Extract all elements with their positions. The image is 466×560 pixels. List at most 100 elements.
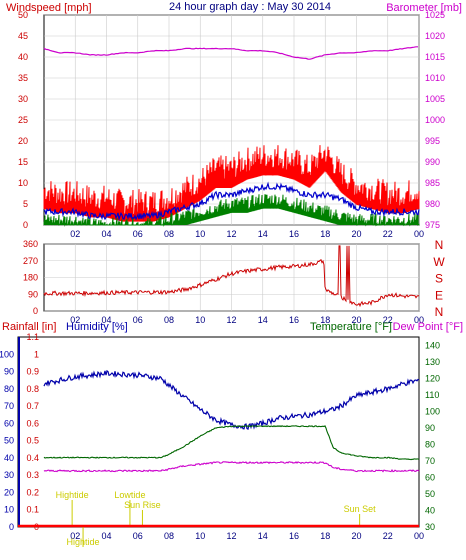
direction-y-tick: 0 bbox=[33, 306, 38, 316]
rain-y-tick: 0.6 bbox=[26, 418, 39, 428]
direction-x-tick-06: 06 bbox=[133, 315, 143, 325]
baro-y-tick: 1025 bbox=[425, 10, 445, 20]
wind-y-tick: 20 bbox=[18, 136, 28, 146]
direction-y-tick: 180 bbox=[23, 273, 38, 283]
direction-x-tick-16: 16 bbox=[289, 315, 299, 325]
temp-y-tick: 70 bbox=[425, 456, 435, 466]
humidity-x-tick-08: 08 bbox=[164, 531, 174, 541]
rain-y-tick: 0.8 bbox=[26, 384, 39, 394]
wind-x-tick-10: 10 bbox=[195, 229, 205, 239]
temp-y-tick: 90 bbox=[425, 423, 435, 433]
temp-y-tick: 40 bbox=[425, 505, 435, 515]
wind-x-tick-00: 00 bbox=[414, 229, 424, 239]
wind-x-tick-06: 06 bbox=[133, 229, 143, 239]
rain-y-tick: 0.3 bbox=[26, 470, 39, 480]
humidity-x-tick-22: 22 bbox=[383, 531, 393, 541]
rain-axis-label: Rainfall [in] bbox=[2, 321, 56, 333]
rain-y-tick: 1.1 bbox=[26, 332, 39, 342]
wind-y-tick: 50 bbox=[18, 10, 28, 20]
wind-x-tick-16: 16 bbox=[289, 229, 299, 239]
baro-y-tick: 1015 bbox=[425, 52, 445, 62]
direction-compass-W: W bbox=[433, 255, 445, 269]
humidity-x-tick-04: 04 bbox=[101, 531, 111, 541]
rain-y-tick: 0.9 bbox=[26, 367, 39, 377]
humidity-y-tick: 60 bbox=[4, 418, 14, 428]
direction-compass-N: N bbox=[435, 238, 444, 252]
wind-y-tick: 45 bbox=[18, 31, 28, 41]
humidity-x-tick-00: 00 bbox=[414, 531, 424, 541]
barometer-line bbox=[43, 46, 418, 60]
humidity-x-tick-16: 16 bbox=[289, 531, 299, 541]
humidity-x-tick-12: 12 bbox=[226, 531, 236, 541]
direction-x-tick-14: 14 bbox=[258, 315, 268, 325]
temp-y-tick: 50 bbox=[425, 489, 435, 499]
dewpoint-axis-label: Dew Point [°F] bbox=[393, 321, 463, 333]
rain-y-tick: 0.1 bbox=[26, 505, 39, 515]
humidity-temp-panel: 0 10 20 30 40 50 60 70 80 90 10 00 0.1 0.2 0.3 0.4 0.5 0.… bbox=[0, 332, 440, 547]
wind-x-tick-12: 12 bbox=[226, 229, 236, 239]
astro-label-2: Hightide bbox=[56, 490, 89, 500]
direction-x-tick-00: 00 bbox=[414, 315, 424, 325]
wind-y-tick: 25 bbox=[18, 115, 28, 125]
direction-x-tick-20: 20 bbox=[351, 315, 361, 325]
wind-axis-label: Windspeed [mph] bbox=[6, 2, 92, 14]
wind-y-tick: 35 bbox=[18, 73, 28, 83]
temp-y-tick: 60 bbox=[425, 472, 435, 482]
temp-y-tick: 30 bbox=[425, 522, 435, 532]
wind-y-tick: 0 bbox=[23, 220, 28, 230]
humidity-y-tick: 90 bbox=[4, 367, 14, 377]
baro-y-tick: 1000 bbox=[425, 115, 445, 125]
direction-x-tick-08: 08 bbox=[164, 315, 174, 325]
baro-y-tick: 1010 bbox=[425, 73, 445, 83]
temperature-axis-label: Temperature [°F] bbox=[310, 321, 392, 333]
humidity-y-tick: 0 bbox=[9, 522, 14, 532]
baro-y-tick: 995 bbox=[425, 136, 440, 146]
temp-y-tick: 110 bbox=[425, 390, 439, 400]
direction-x-tick-22: 22 bbox=[383, 315, 393, 325]
wind-x-tick-04: 04 bbox=[101, 229, 111, 239]
baro-y-tick: 1005 bbox=[425, 94, 445, 104]
direction-x-tick-12: 12 bbox=[226, 315, 236, 325]
direction-y-tick: 90 bbox=[28, 289, 38, 299]
wind-y-tick: 15 bbox=[18, 157, 28, 167]
humidity-y-tick: 30 bbox=[4, 470, 14, 480]
humidity-x-tick-14: 14 bbox=[258, 531, 268, 541]
astro-label-0: Sun Rise bbox=[124, 500, 161, 510]
wind-series-2 bbox=[43, 194, 420, 227]
humidity-x-tick-20: 20 bbox=[351, 531, 361, 541]
direction-x-tick-04: 04 bbox=[101, 315, 111, 325]
baro-axis-label: Barometer [mb] bbox=[386, 2, 462, 14]
humidity-x-tick-18: 18 bbox=[320, 531, 330, 541]
temperature-line bbox=[43, 425, 420, 461]
wind-direction-line bbox=[43, 245, 420, 308]
chart-title: 24 hour graph day : May 30 2014 bbox=[169, 1, 331, 13]
wind-x-tick-22: 22 bbox=[383, 229, 393, 239]
humidity-y-tick: 100 bbox=[0, 349, 14, 359]
wind-x-tick-20: 20 bbox=[351, 229, 361, 239]
wind-y-tick: 40 bbox=[18, 52, 28, 62]
humidity-y-tick: 10 bbox=[4, 505, 14, 515]
direction-x-tick-02: 02 bbox=[70, 315, 80, 325]
wind-x-tick-18: 18 bbox=[320, 229, 330, 239]
wind-y-tick: 5 bbox=[23, 199, 28, 209]
wind-y-tick: 30 bbox=[18, 94, 28, 104]
rain-y-tick: 0.4 bbox=[26, 453, 39, 463]
temp-y-tick: 100 bbox=[425, 406, 440, 416]
humidity-y-tick: 40 bbox=[4, 453, 14, 463]
wind-x-tick-14: 14 bbox=[258, 229, 268, 239]
wind-x-tick-08: 08 bbox=[164, 229, 174, 239]
direction-y-tick: 360 bbox=[23, 239, 38, 249]
humidity-line bbox=[43, 369, 420, 430]
astro-label-3: Lowtide bbox=[114, 490, 145, 500]
temp-y-tick: 140 bbox=[425, 340, 440, 350]
humidity-x-tick-10: 10 bbox=[195, 531, 205, 541]
temp-y-tick: 120 bbox=[425, 373, 440, 383]
baro-y-tick: 1020 bbox=[425, 31, 445, 41]
temp-y-tick: 80 bbox=[425, 439, 435, 449]
humidity-y-tick: 70 bbox=[4, 401, 14, 411]
direction-compass-N: N bbox=[435, 305, 444, 319]
direction-x-tick-10: 10 bbox=[195, 315, 205, 325]
temp-y-tick: 130 bbox=[425, 357, 440, 367]
